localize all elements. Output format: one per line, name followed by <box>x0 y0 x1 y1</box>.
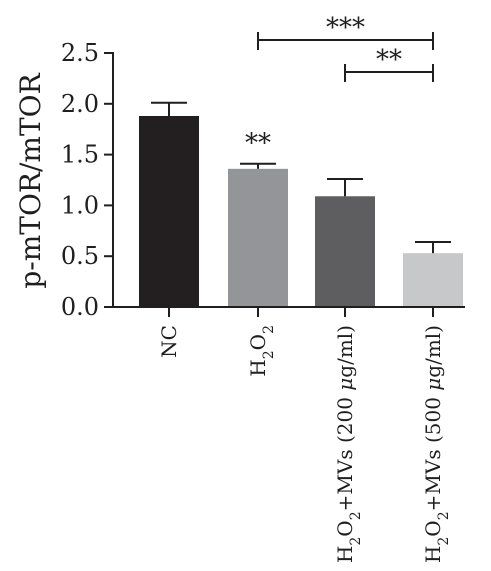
significance-bracket-label: ** <box>376 45 402 75</box>
y-tick-label: 0.0 <box>61 293 99 321</box>
axes <box>112 52 465 317</box>
y-tick-label: 1.5 <box>61 141 99 169</box>
y-axis-ticks: 0.0 0.5 1.0 1.5 2.0 2.5 <box>61 39 113 321</box>
bars <box>139 115 463 307</box>
bar-3 <box>315 196 375 307</box>
y-tick-label: 2.5 <box>61 39 99 67</box>
bar-2 <box>228 168 288 307</box>
error-bars <box>151 101 451 254</box>
significance-star-label: ** <box>245 129 271 159</box>
x-category-label: H2O2+MVs (200 μg/ml) <box>333 325 364 563</box>
y-tick-label: 0.5 <box>61 242 99 270</box>
significance-bracket-label: *** <box>326 13 365 43</box>
bar-4 <box>403 253 463 307</box>
y-tick-label: 1.0 <box>61 191 99 219</box>
x-category-label: H2O2 <box>246 325 277 377</box>
y-tick-label: 2.0 <box>61 90 99 118</box>
x-category-label: NC <box>157 325 181 358</box>
y-axis-title: p-mTOR/mTOR <box>14 72 47 288</box>
significance-annotations: ******* <box>245 13 434 159</box>
x-category-label: H2O2+MVs (500 μg/ml) <box>421 325 452 563</box>
bar-1 <box>139 115 199 307</box>
x-axis-labels: NC H2O2 H2O2+MVs (200 μg/ml) H2O2+MVs (500 … <box>157 325 452 563</box>
